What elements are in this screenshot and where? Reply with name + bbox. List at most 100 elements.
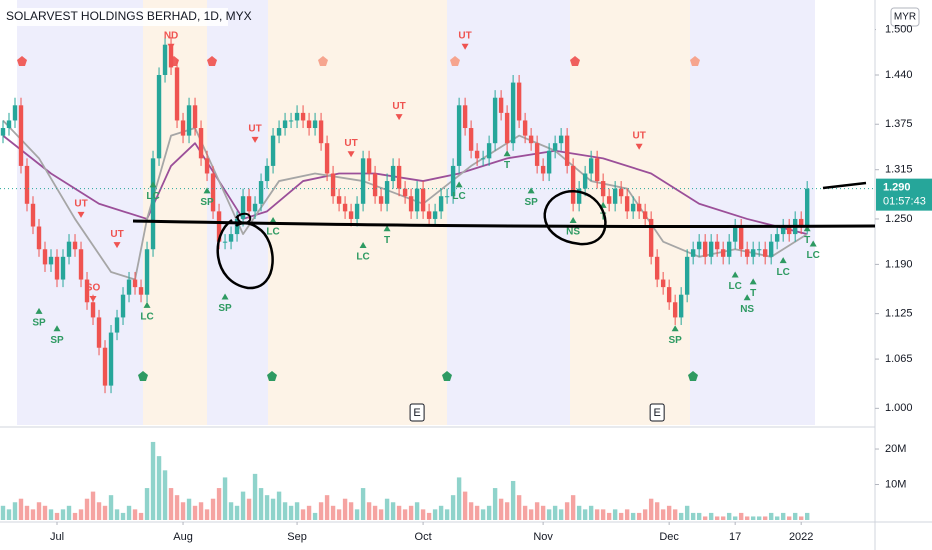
volume-bar: [390, 502, 396, 520]
volume-bar: [36, 502, 42, 520]
candle-body: [798, 218, 804, 227]
volume-bar: [138, 512, 144, 520]
candle-body: [276, 128, 282, 136]
x-tick-label: 2022: [789, 531, 813, 543]
volume-bar: [708, 512, 714, 520]
candle-body: [576, 188, 582, 204]
signal-pentagon: [207, 56, 217, 66]
candle-body: [96, 317, 102, 348]
candle-body: [300, 112, 306, 121]
volume-bar: [114, 509, 120, 520]
candle-body: [114, 317, 120, 333]
signal-label: SP: [50, 335, 64, 346]
candle-body: [786, 226, 792, 235]
volume-bar: [198, 502, 204, 520]
currency-box[interactable]: [890, 7, 920, 27]
volume-bar: [342, 498, 348, 520]
y-tick-label: 1.315: [885, 164, 913, 176]
volume-bar: [438, 505, 444, 520]
candle-body: [144, 249, 150, 295]
volume-bar: [12, 502, 18, 520]
candle-body: [432, 211, 438, 219]
volume-bar: [402, 509, 408, 520]
signal-triangle: [383, 225, 391, 232]
signal-label: LC: [777, 267, 790, 278]
candle-body: [600, 181, 606, 197]
signal-triangle: [803, 225, 811, 232]
candle-body: [348, 211, 354, 219]
candle-body: [390, 165, 396, 182]
volume-tick-label: 10M: [885, 478, 906, 490]
volume-bar: [648, 498, 654, 520]
candle-body: [270, 135, 276, 166]
volume-bar: [732, 516, 738, 520]
y-tick-label: 1.500: [885, 23, 913, 35]
x-tick-label: Jul: [50, 531, 64, 543]
candle-body: [504, 112, 510, 144]
x-tick-label: Sep: [287, 531, 307, 543]
candle-body: [192, 105, 198, 129]
candle-body: [66, 241, 72, 257]
signal-triangle: [89, 295, 97, 302]
volume-bar: [660, 509, 666, 520]
volume-bar: [240, 491, 246, 520]
volume-bar: [96, 502, 102, 520]
volume-bar: [720, 516, 726, 520]
signal-triangle: [35, 307, 43, 314]
y-tick-label: 1.250: [885, 213, 913, 225]
volume-bar: [642, 509, 648, 520]
candle-body: [696, 241, 702, 250]
x-tick-label: Oct: [415, 531, 432, 543]
volume-bar: [594, 509, 600, 520]
y-tick-label: 1.190: [885, 258, 913, 270]
volume-bar: [768, 512, 774, 520]
candle-body: [360, 158, 366, 204]
volume-bar: [750, 516, 756, 520]
volume-bar: [600, 509, 606, 520]
signal-triangle: [527, 187, 535, 194]
candle-body: [744, 249, 750, 257]
candle-body: [444, 196, 450, 198]
volume-bar: [60, 509, 66, 520]
volume-bar: [396, 505, 402, 520]
volume-bar: [654, 502, 660, 520]
candle-body: [402, 188, 408, 197]
candle-body: [660, 279, 666, 288]
volume-bar: [378, 509, 384, 520]
candle-body: [624, 196, 630, 212]
signal-triangle: [77, 211, 85, 218]
candle-body: [210, 173, 216, 212]
signal-triangle: [113, 242, 121, 249]
candle-body: [456, 105, 462, 166]
candle-body: [378, 196, 384, 204]
candle-body: [294, 112, 300, 121]
volume-bar: [480, 509, 486, 520]
volume-bar: [300, 509, 306, 520]
candle-body: [618, 188, 624, 197]
candle-body: [246, 196, 252, 212]
signal-triangle: [149, 181, 157, 188]
candle-body: [594, 158, 600, 182]
signal-triangle: [53, 325, 61, 332]
volume-bar: [444, 509, 450, 520]
volume-bar: [294, 502, 300, 520]
candle-body: [48, 256, 54, 265]
volume-bar: [324, 495, 330, 520]
y-tick-label: 1.125: [885, 308, 913, 320]
candle-body: [642, 211, 648, 219]
candle-body: [720, 249, 726, 257]
volume-bar: [180, 502, 186, 520]
candle-body: [306, 120, 312, 129]
candle-body: [714, 241, 720, 250]
volume-bar: [546, 509, 552, 520]
volume-bar: [534, 502, 540, 520]
signal-label: SP: [218, 303, 232, 314]
volume-bar: [0, 505, 6, 520]
signal-label: LC: [140, 311, 153, 322]
x-tick-label: 17: [729, 531, 741, 543]
x-tick-label: Dec: [659, 531, 679, 543]
signal-label: UT: [458, 30, 471, 41]
candle-body: [498, 97, 504, 113]
volume-bar: [132, 509, 138, 520]
drawings: SOLARVEST HOLDINGS BERHAD, 1D, MYX MYR 1…: [4, 0, 932, 543]
